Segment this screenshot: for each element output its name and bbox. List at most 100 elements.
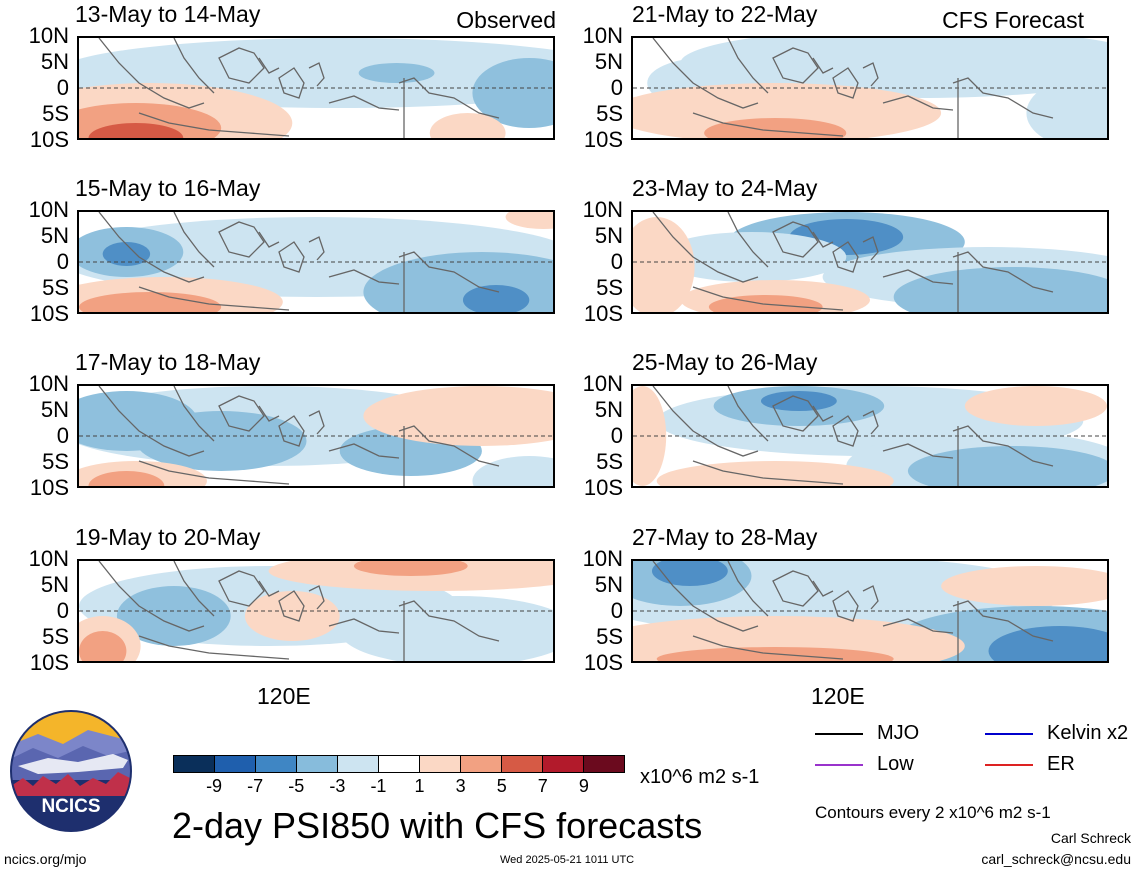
colorbar-swatch [584,756,624,772]
coastline [692,286,844,311]
psi-contour-region [88,123,184,138]
coastline [173,212,215,268]
map-panel [631,210,1109,314]
colorbar [173,755,625,773]
panel-title: 15-May to 16-May [75,175,261,201]
lat-label: 10S [29,475,69,500]
psi-contour-region [135,411,307,471]
lat-label: 10S [583,650,623,675]
map-panel [77,384,555,488]
colorbar-tick: -9 [206,776,223,796]
panel-tag: CFS Forecast [942,7,1084,33]
lat-label: 0 [610,598,623,623]
psi-contour-region [633,83,942,138]
colorbar-tick: 7 [537,776,548,796]
psi-contour-region [353,561,468,576]
psi-contour-region [1026,78,1107,138]
colorbar-swatch [297,756,338,772]
lat-label: 5S [42,624,69,649]
coastline [652,38,759,109]
coastline [952,425,1054,467]
coastline [308,585,325,610]
coastline [173,386,215,442]
lat-label: 10N [582,546,623,571]
lat-label: 0 [56,75,69,100]
colorbar-units: x10^6 m2 s-1 [640,766,760,788]
lat-label: 10N [28,546,69,571]
coastline [832,67,859,99]
coastline [218,395,265,432]
coastline [98,38,205,109]
colorbar-tick: 1 [414,776,425,796]
coastline [278,415,305,447]
coastline [772,47,819,84]
legend-mjo: MJO [815,722,919,745]
coastline [692,112,844,137]
coastline [832,590,859,622]
lat-label: 5S [42,275,69,300]
psi-contour-region [941,566,1107,606]
coastline [862,410,879,435]
coastline [328,269,400,285]
psi-contour-region [429,113,506,138]
map-panel [77,36,555,140]
coastline [952,251,1054,293]
website: ncics.org/mjo [4,851,87,867]
lat-label: 0 [610,423,623,448]
lat-label: 5N [594,572,623,597]
coastline [772,395,819,432]
lat-label: 5S [42,449,69,474]
coastline [952,600,1054,642]
panel-title: 25-May to 26-May [632,349,818,375]
coastline [308,62,325,87]
coastline [173,561,215,617]
lat-label: 5S [42,101,69,126]
coastline [652,386,759,457]
colorbar-tick: 3 [455,776,466,796]
lat-label: 5S [596,624,623,649]
coastline [952,77,1054,119]
psi-contour-region [893,267,1107,312]
colorbar-tick: -5 [288,776,305,796]
coastline [98,561,205,632]
coastline [308,410,325,435]
lat-label: 10S [29,301,69,326]
legend-er: ER [985,753,1075,776]
coastline [138,635,290,660]
coastline [218,221,265,258]
lat-label: 0 [610,249,623,274]
psi-contour-region [988,626,1107,661]
lat-label: 5N [40,223,69,248]
map-panel [631,36,1109,140]
psi-contour-region [472,456,553,486]
coastline [882,95,954,111]
lat-label: 5N [40,397,69,422]
colorbar-swatch [543,756,584,772]
coastline [692,460,844,485]
coastline [727,38,769,94]
author: Carl Schreck [1050,830,1131,846]
coastline [258,57,280,74]
coastline [812,580,834,597]
lat-label: 0 [610,75,623,100]
psi-contour-region [651,561,728,586]
coastline [882,618,954,634]
lat-label: 10S [583,301,623,326]
legend-kelvin: Kelvin x2 [985,722,1128,745]
coastline [862,236,879,261]
lat-label: 5S [596,449,623,474]
lat-label: 10N [582,371,623,396]
colorbar-swatch [502,756,543,772]
coastline [692,635,844,660]
psi-contour-region [79,292,222,312]
coastline [727,212,769,268]
coastline [308,236,325,261]
colorbar-tick: 5 [496,776,507,796]
map-panel [77,210,555,314]
panel-title: 27-May to 28-May [632,524,818,550]
psi-contour-region [633,217,695,312]
colorbar-swatch [379,756,420,772]
lat-label: 0 [56,423,69,448]
lat-label: 5S [596,101,623,126]
panel-title: 19-May to 20-May [75,524,261,550]
